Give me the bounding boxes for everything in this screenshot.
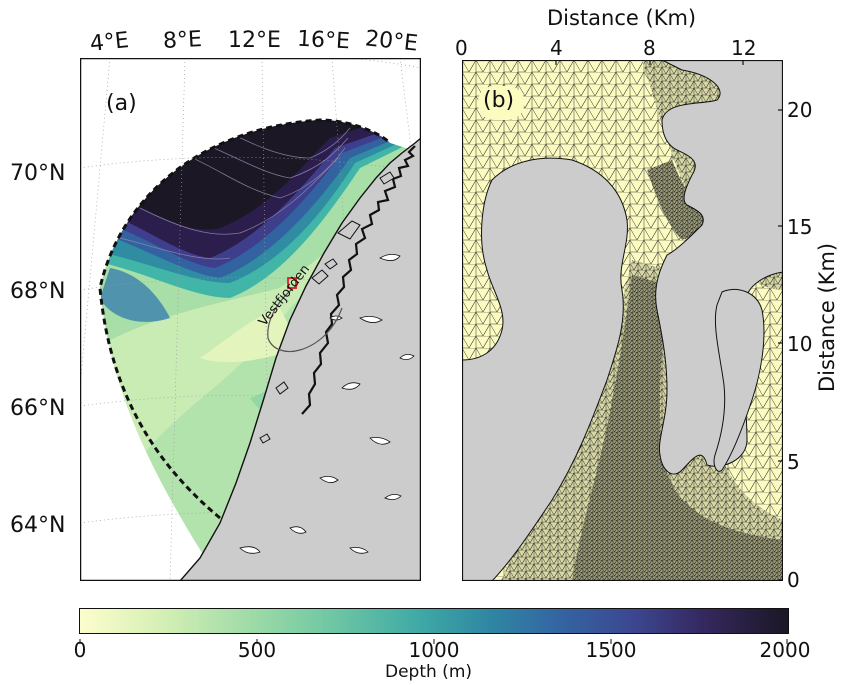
mesh-land [461,59,784,582]
y-tick-0: 0 [787,568,800,592]
mesh-b-svg [461,59,784,582]
top-ticks [461,60,744,65]
domain-boundary [98,118,392,520]
colorbar-tick-1000: 1000 [408,638,460,662]
islands [259,171,395,444]
lat-label-64n: 64°N [10,513,66,538]
panel-b-label-bg [478,86,524,120]
colorbar-ticks-svg [79,639,788,644]
right-axis-ticks [778,109,783,581]
lat-label-70n: 70°N [10,161,66,186]
lon-label-20e: 20°E [363,26,420,57]
lakes [239,254,415,554]
norway-landmass [178,136,422,582]
panel-b-label: (b) [483,88,515,113]
x-tick-4: 4 [550,36,563,60]
lat-label-66n: 66°N [10,396,66,421]
mesh-panel-b [461,59,784,582]
y-tick-20: 20 [787,98,813,122]
colorbar-title: Depth (m) [385,662,473,682]
mesh-fine-channel [572,275,783,581]
lat-label-68n: 68°N [10,279,66,304]
lon-label-4e: 4°E [88,28,131,57]
colorbar-tick-marks [79,632,789,644]
map-a-svg [79,51,426,582]
x-tick-0: 0 [455,36,468,60]
colorbar [79,608,789,634]
panel-b-top-axis-title: Distance (Km) [547,6,697,30]
lon-label-16e: 16°E [296,26,351,55]
colorbar-tick-500: 500 [237,638,277,662]
y-tick-10: 10 [787,332,813,356]
mesh-frame [461,59,784,582]
colorbar-tick-0: 0 [73,638,87,662]
panel-a-label: (a) [106,91,137,116]
x-tick-8: 8 [643,36,656,60]
y-tick-15: 15 [787,215,813,239]
lon-label-8e: 8°E [162,26,203,55]
study-area-marker [287,277,297,289]
panel-b-right-axis-title: Distance (Km) [815,242,839,392]
lon-label-12e: 12°E [228,28,281,53]
map-frame [79,57,422,582]
y-tick-5: 5 [787,450,800,474]
colorbar-tick-1500: 1500 [585,638,637,662]
coastline [301,145,416,415]
mesh-fine-north [647,160,712,240]
x-tick-12: 12 [731,36,757,60]
colorbar-gradient [80,609,788,633]
vestfjorden-outline [267,285,343,353]
map-panel-a [79,51,426,582]
colorbar-tick-2000: 2000 [759,638,811,662]
